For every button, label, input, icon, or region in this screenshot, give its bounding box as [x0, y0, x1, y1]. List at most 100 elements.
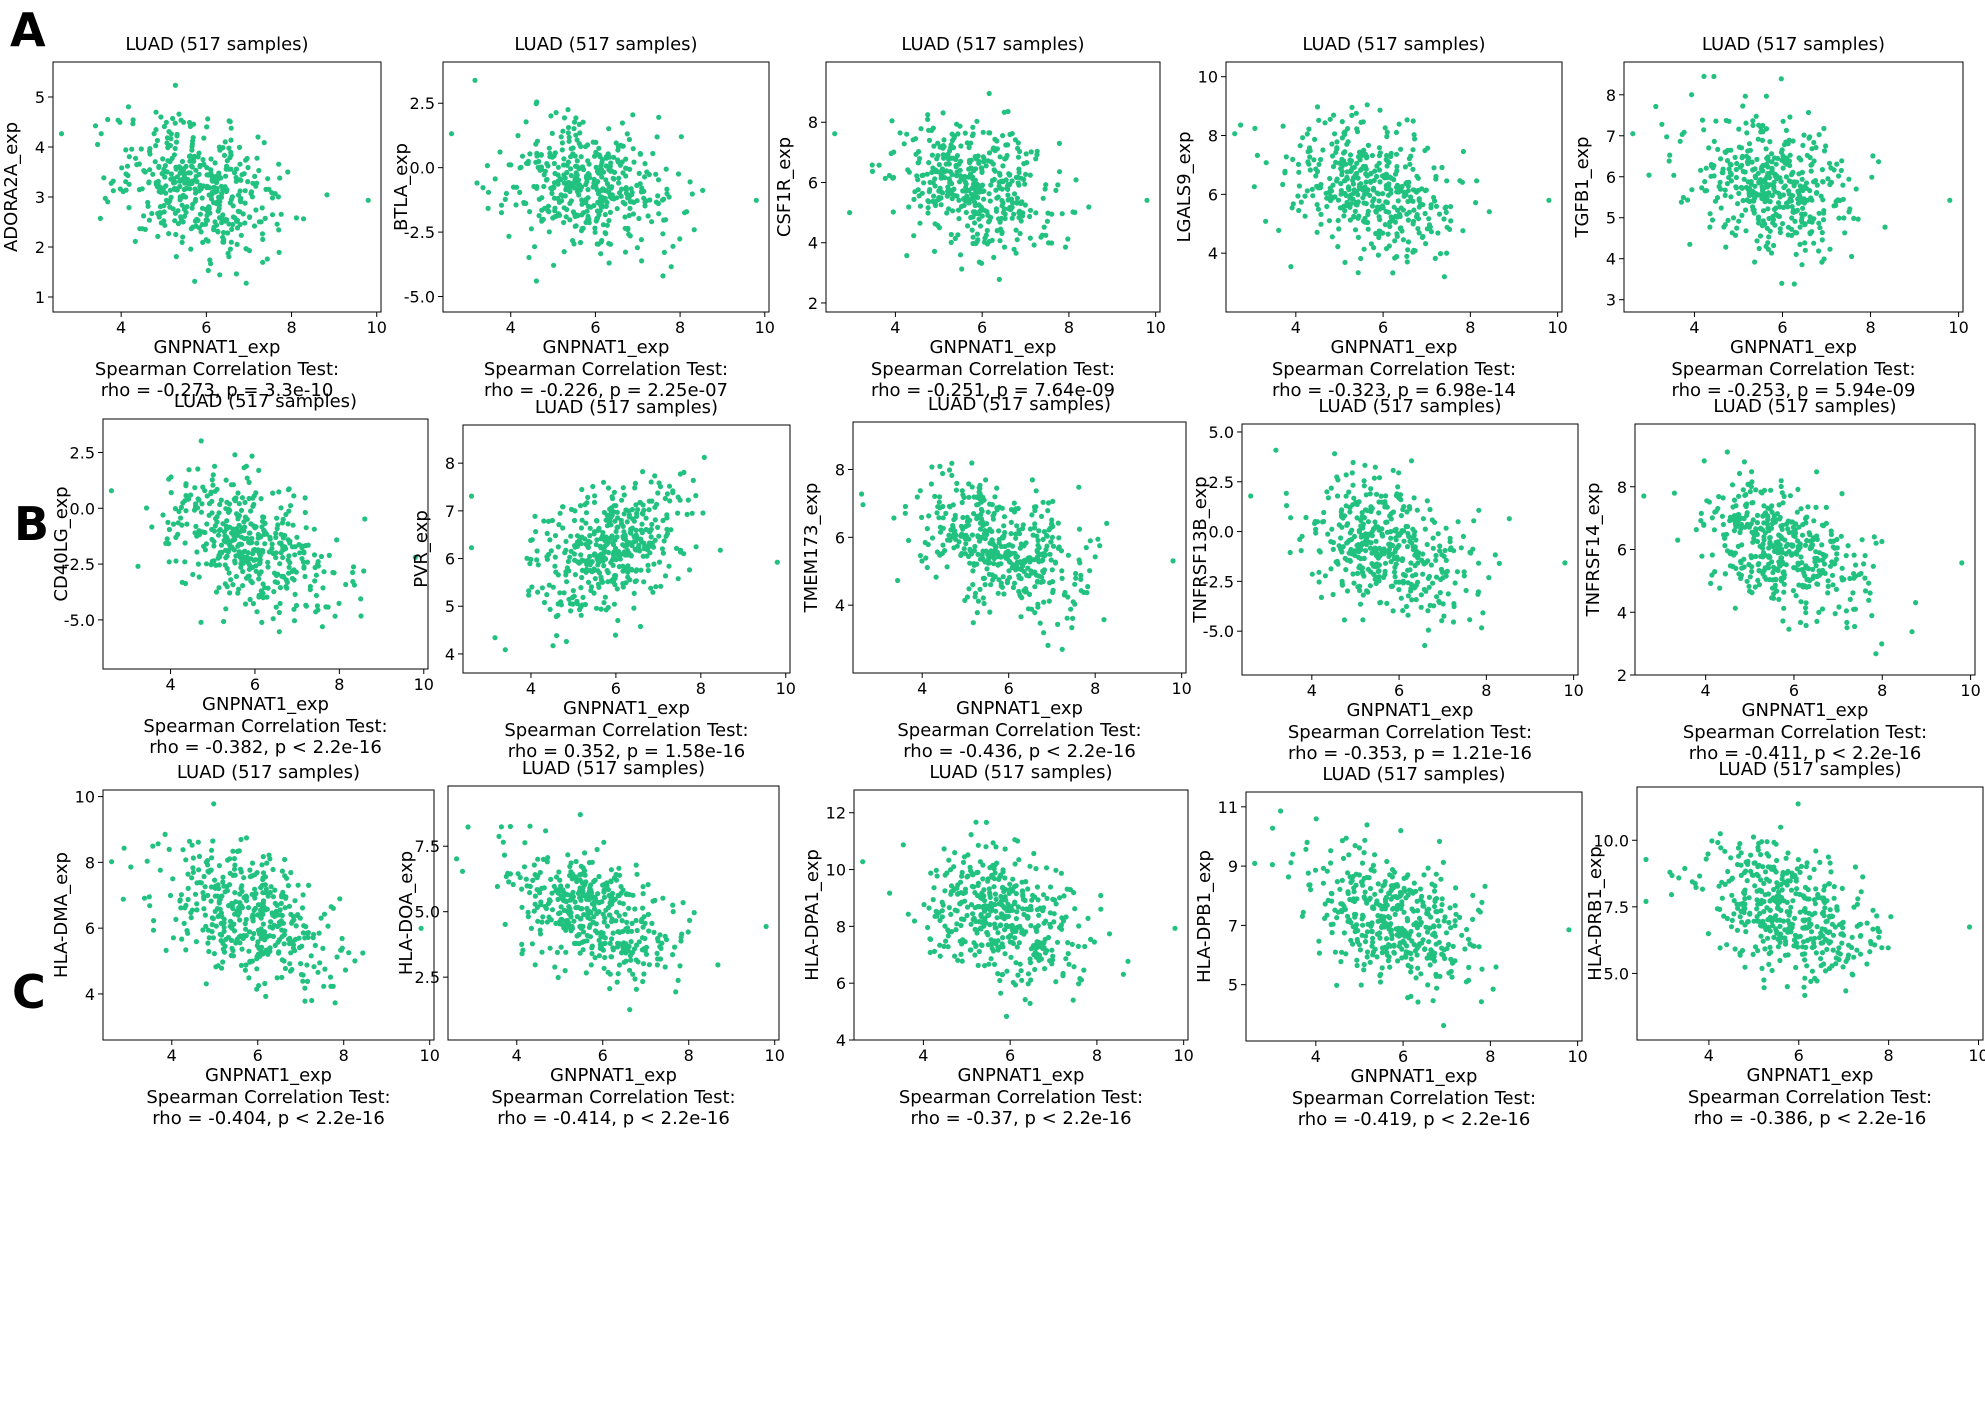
data-point [936, 499, 942, 505]
data-point [241, 536, 247, 542]
data-point [956, 179, 963, 185]
data-point [126, 154, 132, 160]
data-point [1288, 515, 1294, 521]
data-point [1428, 229, 1434, 235]
data-point [1791, 181, 1797, 187]
data-point [1726, 118, 1732, 124]
data-point [1360, 571, 1366, 577]
x-axis-label: GNPNAT1_exp [543, 337, 670, 358]
data-point [971, 195, 977, 201]
data-point [285, 169, 291, 175]
data-point [1816, 248, 1822, 254]
data-point [358, 613, 364, 619]
data-point [1396, 121, 1402, 127]
data-point [968, 157, 974, 163]
data-point [1671, 490, 1677, 496]
data-point [1344, 588, 1351, 594]
data-point [155, 841, 161, 847]
data-point [941, 137, 947, 143]
data-point [1802, 605, 1809, 611]
data-point [229, 226, 235, 232]
data-point [1740, 197, 1746, 204]
data-point [208, 847, 215, 853]
data-point [1754, 512, 1761, 519]
data-point [1337, 205, 1343, 211]
data-point [228, 137, 234, 143]
data-point [1475, 591, 1481, 597]
data-point [598, 606, 604, 612]
data-point [1056, 140, 1062, 146]
data-point [1476, 560, 1482, 566]
data-point [954, 153, 961, 159]
data-point [606, 260, 612, 266]
data-point [253, 207, 259, 213]
data-point [1867, 590, 1873, 596]
data-point [238, 885, 244, 892]
data-point [631, 605, 637, 611]
data-point [120, 896, 126, 902]
data-point [982, 559, 988, 565]
data-point [1789, 226, 1795, 232]
data-point [1753, 553, 1759, 560]
data-point [270, 866, 276, 873]
data-point [969, 460, 975, 466]
data-point [1765, 505, 1771, 511]
data-point [568, 533, 574, 539]
data-point [1365, 142, 1371, 148]
data-point [160, 170, 166, 176]
data-point [1873, 651, 1879, 657]
points [859, 460, 1176, 652]
data-point [994, 195, 1000, 201]
data-point [1034, 152, 1040, 158]
data-point [246, 530, 252, 536]
data-point [1733, 174, 1739, 181]
data-point [1335, 244, 1341, 250]
data-point [1460, 228, 1466, 234]
data-point [150, 171, 156, 177]
data-point [1420, 516, 1426, 522]
data-point [180, 234, 186, 240]
data-point [545, 518, 552, 525]
data-point [1041, 599, 1047, 605]
data-point [274, 525, 280, 532]
data-point [544, 161, 550, 167]
data-point [1355, 270, 1361, 276]
data-point [1834, 551, 1840, 557]
data-point [634, 245, 641, 251]
data-point [591, 529, 598, 535]
data-point [580, 119, 586, 125]
data-point [1375, 252, 1381, 258]
data-point [1345, 139, 1351, 145]
data-point [645, 213, 651, 219]
data-point [492, 176, 498, 182]
data-point [1007, 172, 1013, 178]
data-point [1396, 587, 1402, 593]
data-point [498, 210, 505, 216]
data-point [228, 125, 234, 131]
data-point [1011, 500, 1017, 506]
data-point [564, 206, 570, 213]
data-point [1870, 563, 1876, 569]
data-point [1369, 529, 1375, 535]
plot-frame [442, 61, 770, 313]
data-point [1006, 568, 1012, 574]
data-point [1393, 526, 1399, 532]
data-point [1773, 576, 1779, 583]
data-point [958, 523, 965, 529]
data-point [951, 545, 957, 551]
data-point [774, 559, 780, 565]
data-point [1742, 502, 1749, 508]
data-point [1376, 234, 1382, 241]
data-point [659, 546, 666, 552]
data-point [1788, 197, 1794, 204]
data-point [346, 950, 352, 956]
data-point [178, 217, 184, 223]
data-point [1435, 230, 1441, 236]
data-point [175, 531, 181, 538]
data-point [1401, 189, 1407, 195]
data-point [960, 492, 966, 498]
data-point [249, 539, 255, 546]
data-point [1073, 575, 1079, 581]
data-point [1756, 220, 1762, 226]
data-point [986, 571, 992, 577]
